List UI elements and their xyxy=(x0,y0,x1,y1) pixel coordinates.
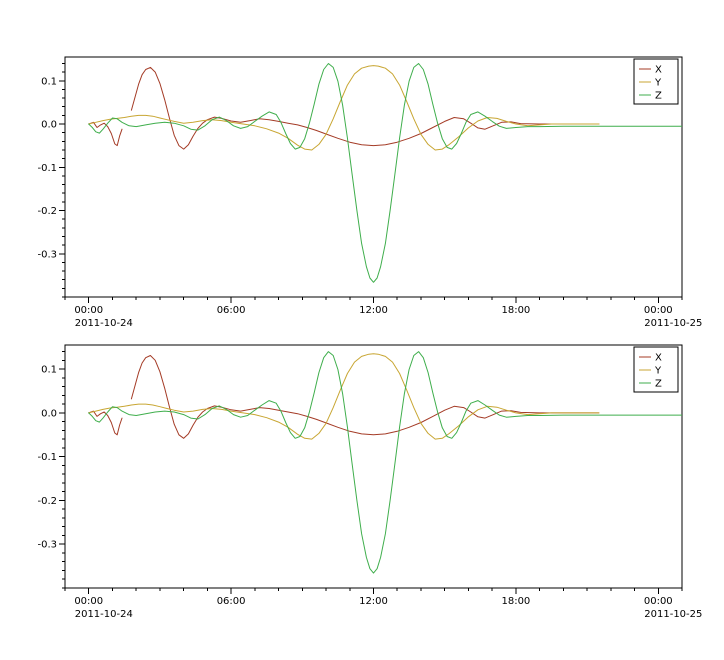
legend-label-y: Y xyxy=(654,366,662,377)
x-axis-date-end: 2011-10-25 xyxy=(644,318,702,329)
series-line-y xyxy=(88,353,600,440)
y-tick-label: -0.1 xyxy=(37,452,57,463)
legend-label-z: Z xyxy=(655,91,662,102)
series-line-x xyxy=(88,66,600,150)
y-tick-label: -0.2 xyxy=(37,496,57,507)
y-tick-label: -0.2 xyxy=(37,206,57,217)
x-axis-date-end: 2011-10-25 xyxy=(644,609,702,620)
x-axis-date-start: 2011-10-24 xyxy=(75,318,133,329)
y-tick-label: 0.1 xyxy=(41,76,57,87)
x-axis-date-start: 2011-10-24 xyxy=(75,609,133,620)
x-tick-label: 12:00 xyxy=(359,305,388,316)
series-line-y xyxy=(88,65,600,151)
plot-area[interactable] xyxy=(64,56,683,298)
x-tick-label: 06:00 xyxy=(217,596,246,607)
y-tick-label: -0.3 xyxy=(37,540,57,551)
y-tick-label: -0.1 xyxy=(37,163,57,174)
x-tick-label: 00:00 xyxy=(74,305,103,316)
legend-label-x: X xyxy=(655,353,662,364)
series-line-x xyxy=(88,355,600,439)
series-line-z xyxy=(88,63,682,283)
legend-label-y: Y xyxy=(654,78,662,89)
x-tick-label: 12:00 xyxy=(359,596,388,607)
x-tick-label: 06:00 xyxy=(217,305,246,316)
chart-panel-bottom: 00:00 06:00 12:00 18:00 00:00 2011-10-24 2011-… xyxy=(37,344,702,620)
series-line-z xyxy=(88,351,682,574)
x-tick-label: 18:00 xyxy=(501,596,530,607)
y-tick-label: 0.0 xyxy=(41,120,57,131)
legend-label-z: Z xyxy=(655,379,662,390)
y-tick-label: 0.0 xyxy=(41,408,57,419)
chart-panel-top: 00:00 06:00 12:00 18:00 00:00 2011-10-24 2011-… xyxy=(37,56,702,329)
x-tick-label: 18:00 xyxy=(501,305,530,316)
x-tick-label: 00:00 xyxy=(74,596,103,607)
legend[interactable]: XYZ xyxy=(633,346,679,393)
y-tick-label: -0.3 xyxy=(37,249,57,260)
legend[interactable]: XYZ xyxy=(633,58,679,105)
plot-area[interactable] xyxy=(64,344,683,589)
y-tick-label: 0.1 xyxy=(41,365,57,376)
x-tick-label: 00:00 xyxy=(644,596,673,607)
x-tick-label: 00:00 xyxy=(644,305,673,316)
legend-label-x: X xyxy=(655,65,662,76)
